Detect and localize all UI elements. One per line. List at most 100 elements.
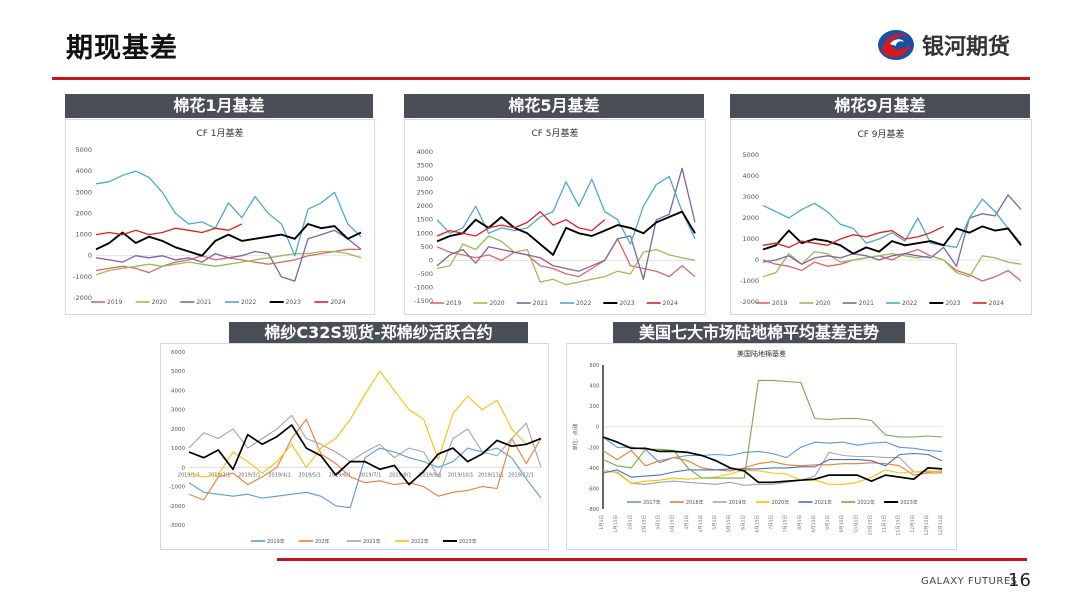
series-line-2022 — [436, 175, 696, 245]
y-tick-label: -1500 — [414, 297, 433, 305]
x-tick-label: 4月1日 — [684, 515, 690, 530]
series-line-2021 — [762, 194, 1022, 267]
y-tick-label: 3000 — [75, 188, 92, 196]
x-tick-label: 11月1日 — [882, 515, 888, 533]
series-line-2019 — [762, 248, 1022, 282]
x-tick-label: 3月1日 — [656, 515, 662, 530]
series-line-2021年 — [602, 452, 943, 478]
chart-cf9-basis: CF 9月基差 -2000 -1000 0 1000 2000 3000 4000 5000 20… — [730, 119, 1032, 315]
series-line-2023 — [95, 223, 362, 257]
legend-label: 2024 — [989, 300, 1004, 307]
x-tick-label: 1月1日 — [599, 515, 605, 530]
x-tick-label: 2019/8/1 — [389, 472, 411, 478]
legend-label: 2022 — [241, 299, 256, 306]
y-tick-label: -600 — [588, 486, 599, 492]
x-tick-label: 6月1日 — [740, 515, 746, 530]
series-line-2024 — [95, 223, 243, 236]
y-tick-label: 5000 — [742, 151, 759, 159]
series-line-2018年 — [602, 449, 942, 476]
legend-label: 2022年 — [857, 499, 875, 506]
series-line-202年 — [188, 418, 542, 501]
chart-title: CF 9月基差 — [857, 128, 904, 140]
legend-label: 2022 — [902, 300, 917, 307]
legend-label: 2022 — [576, 300, 591, 307]
panel-header-cf1: 棉花1月基差 — [65, 94, 373, 118]
legend-label: 2017年 — [643, 499, 661, 506]
y-tick-label: 3000 — [416, 175, 433, 183]
chart-title: CF 1月基差 — [196, 127, 243, 139]
footer-brand: GALAXY FUTURES — [921, 576, 1018, 587]
x-tick-label: 2019/7/1 — [359, 472, 381, 478]
x-tick-label: 2019/11/1 — [478, 472, 504, 478]
legend-label: 2024 — [663, 300, 678, 307]
legend-label: 2021 — [533, 300, 548, 307]
x-tick-label: 2019/9/1 — [419, 472, 441, 478]
y-tick-label: 0 — [88, 252, 92, 260]
panel-header-us-basis: 美国七大市场陆地棉平均基差走势 — [613, 322, 905, 344]
y-tick-label: 2000 — [416, 202, 433, 210]
x-tick-label: 2019/12/1 — [508, 472, 534, 478]
chart-title: CF 5月基差 — [531, 127, 578, 139]
series-line-2020年 — [602, 469, 943, 485]
x-tick-label: 10月15日 — [867, 515, 873, 535]
y-axis-label: 单位：点/磅 — [572, 424, 579, 451]
y-tick-label: 500 — [421, 243, 433, 251]
series-line-2021 — [95, 229, 362, 282]
y-tick-label: 4000 — [742, 172, 759, 180]
y-tick-label: 3000 — [171, 408, 185, 414]
y-tick-label: 2000 — [75, 209, 92, 217]
y-tick-label: 2000 — [171, 427, 185, 433]
series-line-2021年 — [188, 414, 542, 478]
series-line-2020 — [436, 235, 696, 286]
series-line-2020 — [95, 250, 362, 276]
chart-us-cotton-basis: 美国陆地棉基差 单位：点/磅 -800 -600 -400 -200 0 200 400 600 1… — [566, 343, 957, 550]
series-line-2022年 — [602, 379, 943, 479]
panel-header-cf9: 棉花9月基差 — [730, 94, 1030, 118]
y-tick-label: -500 — [418, 270, 433, 278]
y-tick-label: -800 — [588, 507, 599, 513]
y-tick-label: -2000 — [169, 504, 185, 510]
y-tick-label: 200 — [589, 404, 599, 410]
chart-yarn-basis: -3000 -2000 -1000 0 1000 2000 3000 4000 5000 6000… — [160, 343, 549, 550]
y-tick-label: -1000 — [169, 485, 185, 491]
x-tick-label: 5月1日 — [712, 515, 718, 530]
y-tick-label: 3000 — [742, 193, 759, 201]
x-tick-label: 7月15日 — [783, 515, 789, 533]
page-number: 16 — [1008, 570, 1031, 591]
x-tick-label: 4月15日 — [698, 515, 704, 533]
y-tick-label: -2000 — [73, 294, 92, 302]
series-line-2023年 — [188, 424, 542, 486]
y-tick-label: 4000 — [171, 388, 185, 394]
legend-label: 2021 — [196, 299, 211, 306]
series-line-2019 — [436, 238, 696, 278]
panel-header-cf5: 棉花5月基差 — [404, 94, 704, 118]
y-tick-label: -1000 — [73, 273, 92, 281]
y-tick-label: -1000 — [740, 277, 759, 285]
panel-header-yarn: 棉纱C32S现货-郑棉纱活跃合约 — [229, 322, 528, 344]
x-tick-label: 1月15日 — [613, 515, 619, 533]
x-tick-label: 2019/4/1 — [268, 472, 290, 478]
legend-label: 2023 — [945, 300, 960, 307]
x-tick-label: 2019/3/1 — [238, 472, 260, 478]
x-tick-label: 2019/10/1 — [448, 472, 474, 478]
series-line-2022年 — [188, 370, 542, 478]
series-line-2023年 — [602, 436, 943, 484]
legend-label: 2019 — [772, 300, 787, 307]
x-tick-label: 2月1日 — [627, 515, 633, 530]
series-line-2019年 — [603, 451, 943, 486]
legend-label: 2019 — [446, 300, 461, 307]
footer-divider — [277, 558, 1027, 561]
series-line-2022 — [762, 198, 1022, 249]
y-tick-label: 1000 — [742, 235, 759, 243]
x-tick-label: 3月15日 — [670, 515, 676, 533]
legend-label: 2019年 — [267, 538, 285, 545]
x-tick-label: 6月15日 — [754, 515, 760, 533]
y-tick-label: 3500 — [416, 162, 433, 170]
x-tick-label: 9月15日 — [839, 515, 845, 533]
x-tick-label: 9月1日 — [825, 515, 831, 530]
legend-label: 2023 — [286, 299, 301, 306]
y-tick-label: 5000 — [171, 369, 185, 375]
y-tick-label: 0 — [182, 465, 186, 471]
legend-label: 2021年 — [363, 538, 381, 545]
legend-label: 2019年 — [729, 499, 747, 506]
